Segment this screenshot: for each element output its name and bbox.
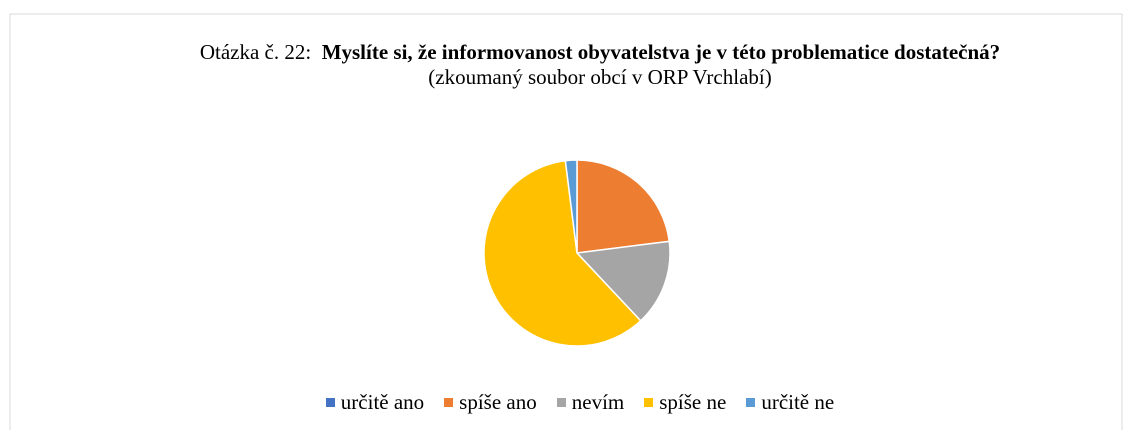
legend-item: nevím — [556, 390, 625, 415]
legend: určitě ano spíše ano nevím spíše ne určitě n… — [10, 390, 1132, 415]
pie-slice — [564, 159, 578, 254]
chart-title: Myslíte si, že informovanost obyvatelstv… — [321, 40, 1001, 64]
legend-label: spíše ano — [459, 390, 537, 414]
chart-subtitle: (zkoumaný soubor obcí v ORP Vrchlabí) — [428, 65, 772, 89]
legend-swatch — [644, 398, 654, 407]
legend-label: spíše ne — [659, 390, 727, 414]
question-label: Otázka č. 22: — [199, 40, 312, 64]
legend-swatch — [746, 398, 756, 407]
legend-item: určitě ne — [746, 390, 834, 415]
pie-slice — [576, 159, 671, 254]
legend-item: spíše ano — [444, 390, 537, 415]
legend-item: spíše ne — [644, 390, 726, 415]
legend-label: nevím — [571, 390, 625, 414]
legend-item: určitě ano — [325, 390, 425, 415]
legend-swatch — [444, 398, 454, 407]
title-block: Otázka č. 22: Myslíte si, že informovano… — [170, 40, 1030, 90]
legend-label: určitě ne — [761, 390, 835, 414]
legend-swatch — [556, 398, 566, 407]
legend-swatch — [325, 398, 335, 407]
pie-slice — [483, 159, 642, 347]
chart-frame — [9, 13, 1123, 430]
pie-slice — [575, 240, 671, 322]
legend-label: určitě ano — [340, 390, 425, 414]
